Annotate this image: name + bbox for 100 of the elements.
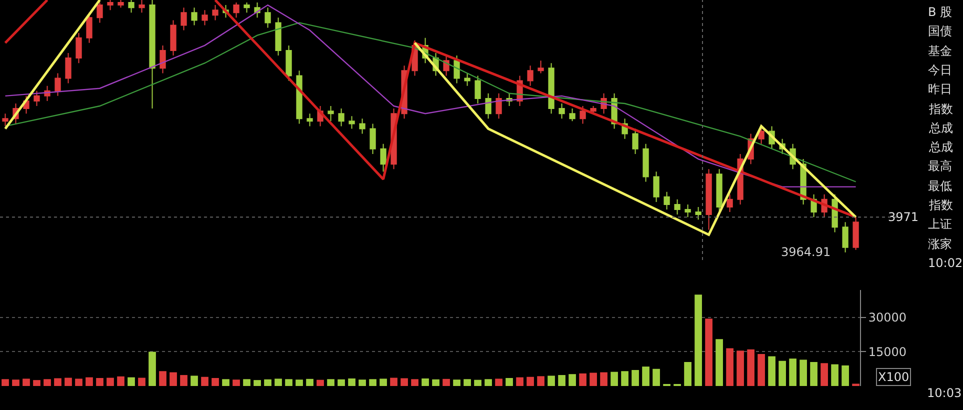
bar — [768, 356, 776, 386]
text: 今日 — [928, 63, 952, 77]
bar — [526, 376, 534, 386]
bar — [716, 339, 723, 386]
candlestick — [632, 128, 638, 154]
text: 3971 — [888, 210, 919, 224]
bar — [75, 378, 82, 386]
candlestick — [65, 52, 72, 84]
bar — [212, 378, 219, 386]
bar — [390, 378, 398, 386]
bar — [106, 378, 114, 386]
bar — [148, 352, 156, 386]
candlestick — [580, 106, 586, 124]
bar — [274, 378, 282, 386]
bar — [96, 378, 104, 386]
candlestick — [558, 103, 565, 120]
candlestick — [569, 108, 576, 122]
candlestick — [653, 171, 660, 202]
bar — [642, 366, 650, 386]
candlestick — [548, 62, 554, 114]
y-tick-label: 30000 — [868, 310, 907, 325]
bar — [558, 375, 566, 386]
text: 总成 — [928, 140, 953, 154]
candlestick — [2, 113, 8, 127]
bar — [296, 380, 303, 386]
candlestick — [180, 7, 187, 31]
y-tick-label: 15000 — [868, 344, 907, 359]
candlestick — [695, 206, 702, 220]
candlestick — [716, 168, 722, 213]
candlestick — [370, 123, 376, 154]
bar — [64, 378, 72, 386]
candlestick — [149, 0, 156, 110]
bar — [747, 349, 754, 386]
candlestick — [286, 44, 292, 82]
bar — [422, 378, 429, 386]
bar — [86, 377, 93, 386]
bar — [369, 379, 376, 386]
bar — [831, 364, 838, 386]
bar — [800, 360, 807, 386]
text: 涨家 — [928, 237, 952, 251]
candlestick — [170, 20, 176, 56]
text: 国债 — [928, 24, 952, 38]
bar — [190, 376, 198, 386]
candlestick — [202, 10, 208, 26]
bar — [590, 372, 597, 386]
candlestick — [118, 0, 124, 8]
candlestick — [107, 0, 114, 11]
bar — [117, 376, 124, 386]
bar — [632, 370, 639, 386]
candlestick — [726, 194, 733, 213]
candlestick — [54, 72, 61, 96]
candlestick — [191, 7, 198, 26]
candlestick — [496, 92, 502, 120]
candlestick — [76, 32, 82, 64]
bar — [306, 378, 314, 386]
bar — [810, 362, 818, 386]
bar — [243, 379, 250, 386]
bar — [568, 374, 576, 386]
candlestick — [464, 72, 470, 86]
candlestick — [212, 4, 218, 21]
text: 10:03 — [927, 386, 962, 400]
bar — [579, 373, 586, 386]
bar — [348, 378, 356, 386]
bar — [484, 379, 492, 386]
bar — [232, 380, 240, 386]
bar — [400, 378, 408, 386]
text: 昨日 — [928, 82, 952, 96]
text: 最低 — [928, 179, 952, 193]
bar — [537, 376, 544, 386]
bar — [316, 380, 324, 386]
bar — [201, 376, 208, 386]
candlestick — [380, 143, 386, 172]
bar — [254, 380, 261, 386]
bar — [736, 350, 744, 386]
bar — [506, 378, 513, 386]
bar — [380, 378, 387, 386]
candlestick — [296, 70, 302, 124]
candlestick — [233, 2, 240, 18]
bar — [411, 379, 418, 386]
bar — [548, 376, 555, 386]
candlestick — [338, 108, 344, 127]
bar — [180, 375, 188, 386]
candlestick — [359, 118, 366, 134]
candlestick — [160, 44, 166, 74]
bar — [652, 368, 660, 386]
candlestick — [664, 191, 670, 210]
bar — [264, 379, 272, 386]
candlestick — [485, 92, 492, 120]
text: 总成 — [928, 121, 953, 135]
bar — [684, 362, 692, 386]
bar — [842, 365, 849, 386]
bar — [610, 372, 618, 386]
candlestick — [684, 204, 691, 218]
bar — [778, 360, 786, 386]
bar — [222, 379, 230, 386]
bar — [495, 378, 502, 386]
bar — [170, 372, 177, 386]
bar — [128, 377, 135, 386]
bar — [159, 371, 166, 386]
bar — [285, 379, 292, 386]
